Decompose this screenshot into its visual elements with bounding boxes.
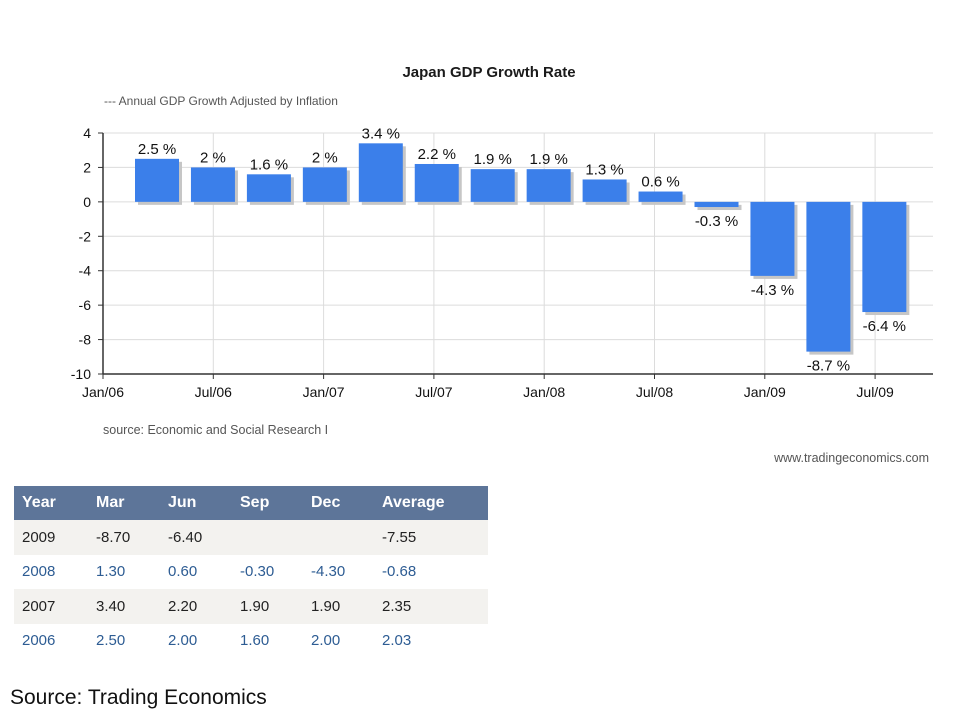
data-label: 0.6 %	[641, 174, 679, 191]
y-tick-label: 4	[83, 125, 91, 141]
y-tick-label: -10	[71, 366, 91, 382]
table-cell: 1.90	[303, 589, 374, 624]
data-label: 3.4 %	[362, 125, 400, 142]
bar	[135, 158, 179, 202]
bar	[358, 143, 403, 202]
header-dec: Dec	[303, 486, 374, 520]
table-cell: -0.68	[374, 554, 488, 589]
data-label: -4.3 %	[751, 282, 794, 299]
table-cell	[303, 520, 374, 555]
table-cell: 2.00	[160, 623, 232, 658]
bar	[638, 191, 683, 202]
x-tick-label: Jul/06	[195, 384, 233, 400]
table-cell: -8.70	[88, 520, 160, 555]
bar	[862, 201, 907, 313]
x-tick-label: Jan/06	[82, 384, 124, 400]
header-sep: Sep	[232, 486, 303, 520]
table-cell: 2008	[14, 554, 88, 589]
x-tick-label: Jul/09	[856, 384, 894, 400]
table-cell: 2.20	[160, 589, 232, 624]
bar	[246, 174, 291, 202]
plot-area: 4 2 0 -2 -4 -6 -8 -10 Jan/06 Jul/06 Jan/07 Jul/07 Ja…	[71, 125, 933, 400]
table-cell: 3.40	[88, 589, 160, 624]
y-tick-label: -4	[79, 263, 92, 279]
x-tick-label: Jan/09	[744, 384, 786, 400]
footer-source: Source: Trading Economics	[10, 686, 267, 709]
header-mar: Mar	[88, 486, 160, 520]
table-cell: 1.90	[232, 589, 303, 624]
data-label: 2.5 %	[138, 141, 176, 158]
bar	[302, 167, 347, 202]
data-label: 2 %	[200, 149, 226, 166]
bar	[806, 201, 851, 352]
gdp-data-table: Year Mar Jun Sep Dec Average 2009 -8.70 …	[14, 486, 488, 658]
bar	[190, 167, 235, 202]
table-cell: 0.60	[160, 554, 232, 589]
table-header-row: Year Mar Jun Sep Dec Average	[14, 486, 488, 520]
header-average: Average	[374, 486, 488, 520]
chart-website: www.tradingeconomics.com	[773, 451, 929, 465]
chart-source-note: source: Economic and Social Research I	[103, 423, 328, 437]
header-year: Year	[14, 486, 88, 520]
chart-title: Japan GDP Growth Rate	[402, 64, 575, 81]
table-cell: 2.35	[374, 589, 488, 624]
table-cell: 2.50	[88, 623, 160, 658]
data-label: -8.7 %	[807, 358, 850, 375]
y-tick-label: 2	[83, 159, 91, 175]
table-row: 2006 2.50 2.00 1.60 2.00 2.03	[14, 623, 488, 658]
chart-subtitle: --- Annual GDP Growth Adjusted by Inflat…	[104, 94, 338, 108]
data-label: 1.9 %	[529, 151, 567, 168]
table-cell: 2007	[14, 589, 88, 624]
data-label: 2.2 %	[418, 146, 456, 163]
table-cell: 2.00	[303, 623, 374, 658]
gdp-chart: Japan GDP Growth Rate --- Annual GDP Gro…	[71, 64, 933, 465]
y-tick-label: -8	[79, 332, 92, 348]
table-cell: -0.30	[232, 554, 303, 589]
table-cell: 2.03	[374, 623, 488, 658]
y-tick-label: 0	[83, 194, 91, 210]
table-row: 2007 3.40 2.20 1.90 1.90 2.35	[14, 589, 488, 624]
y-tick-label: -2	[79, 228, 92, 244]
data-label: 1.6 %	[250, 156, 288, 173]
data-label: -6.4 %	[863, 318, 906, 335]
bar	[750, 201, 795, 276]
data-label: 2 %	[312, 149, 338, 166]
bar	[582, 179, 627, 202]
x-tick-label: Jul/07	[415, 384, 453, 400]
data-label: 1.9 %	[474, 151, 512, 168]
x-tick-label: Jan/08	[523, 384, 565, 400]
bar	[694, 201, 739, 208]
data-label: 1.3 %	[585, 161, 623, 178]
bar	[414, 163, 459, 202]
table-cell: -6.40	[160, 520, 232, 555]
bar-shadow	[697, 204, 742, 211]
table-cell: 1.30	[88, 554, 160, 589]
header-jun: Jun	[160, 486, 232, 520]
bar	[470, 169, 515, 202]
bar	[526, 169, 571, 202]
table-cell: -4.30	[303, 554, 374, 589]
data-label: -0.3 %	[695, 213, 738, 230]
x-tick-label: Jan/07	[303, 384, 345, 400]
table-row: 2008 1.30 0.60 -0.30 -4.30 -0.68	[14, 554, 488, 589]
table-cell: 2006	[14, 623, 88, 658]
x-tick-label: Jul/08	[636, 384, 674, 400]
table-cell: 2009	[14, 520, 88, 555]
table-cell: -7.55	[374, 520, 488, 555]
y-tick-label: -6	[79, 297, 92, 313]
table-cell	[232, 520, 303, 555]
table-row: 2009 -8.70 -6.40 -7.55	[14, 520, 488, 555]
table-cell: 1.60	[232, 623, 303, 658]
